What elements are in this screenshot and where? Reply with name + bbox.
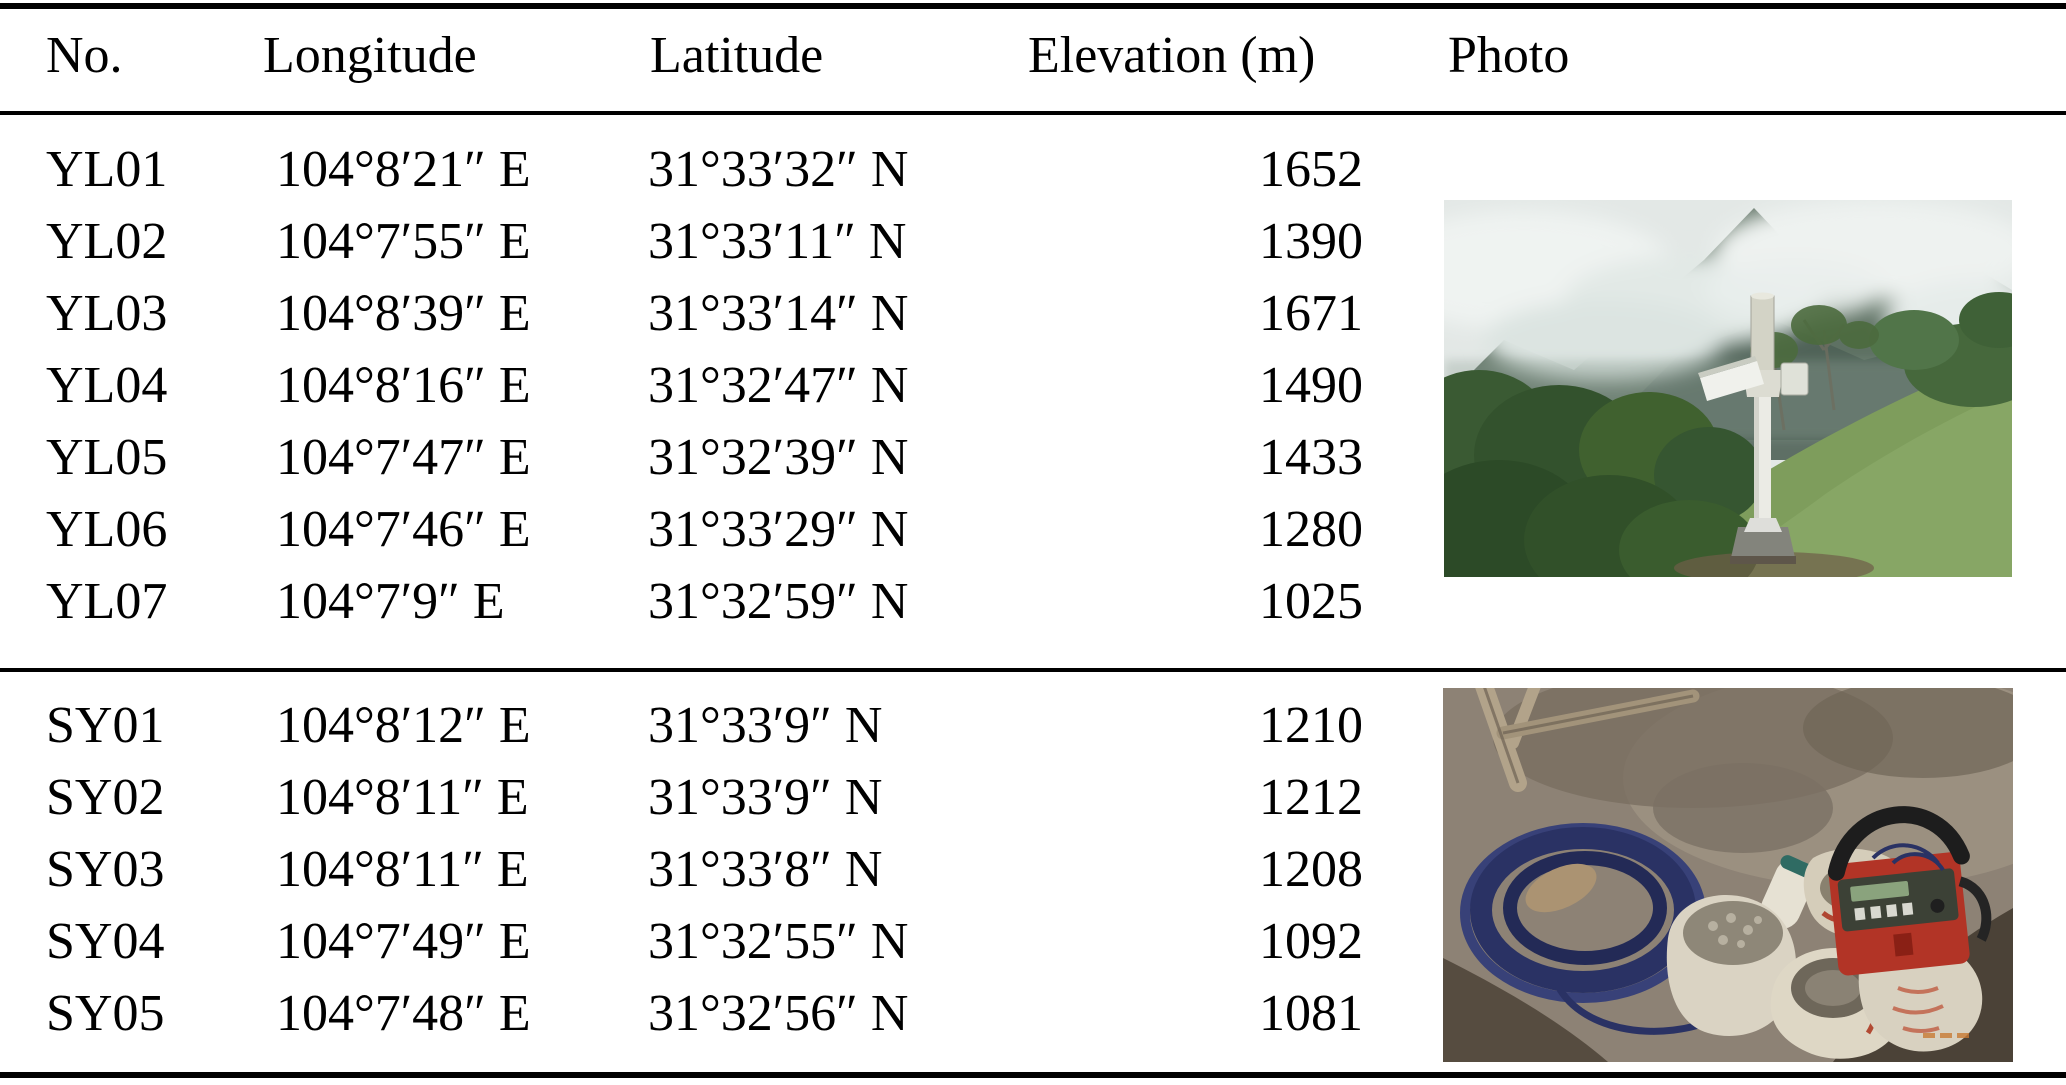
station-id: YL07 (46, 573, 168, 630)
station-id: SY05 (46, 985, 165, 1042)
station-latitude: 31°33′29″ N (648, 501, 909, 558)
station-latitude: 31°33′14″ N (648, 285, 909, 342)
station-longitude: 104°8′21″ E (276, 141, 531, 198)
station-elevation: 1671 (1259, 285, 1363, 342)
station-elevation: 1433 (1259, 429, 1363, 486)
station-latitude: 31°32′59″ N (648, 573, 909, 630)
table-row: YL05 104°7′47″ E 31°32′39″ N 1433 (0, 422, 2066, 494)
station-longitude: 104°8′11″ E (276, 841, 529, 898)
table-row: SY02 104°8′11″ E 31°33′9″ N 1212 (0, 762, 2066, 834)
table-row: SY04 104°7′49″ E 31°32′55″ N 1092 (0, 906, 2066, 978)
station-latitude: 31°32′55″ N (648, 913, 909, 970)
station-latitude: 31°33′32″ N (648, 141, 909, 198)
station-longitude: 104°7′48″ E (276, 985, 531, 1042)
station-longitude: 104°8′16″ E (276, 357, 531, 414)
monitoring-station-photo (1444, 200, 2012, 577)
field-equipment-photo (1443, 688, 2013, 1062)
station-id: SY04 (46, 913, 165, 970)
station-latitude: 31°32′47″ N (648, 357, 909, 414)
station-elevation: 1212 (1259, 769, 1363, 826)
station-id: SY01 (46, 697, 165, 754)
station-id: YL06 (46, 501, 168, 558)
station-elevation: 1490 (1259, 357, 1363, 414)
station-id: YL05 (46, 429, 168, 486)
station-latitude: 31°32′56″ N (648, 985, 909, 1042)
station-latitude: 31°33′11″ N (648, 213, 907, 270)
station-longitude: 104°8′39″ E (276, 285, 531, 342)
station-latitude: 31°33′8″ N (648, 841, 883, 898)
station-longitude: 104°7′49″ E (276, 913, 531, 970)
field-equipment-photo-art (1443, 688, 2013, 1062)
station-elevation: 1280 (1259, 501, 1363, 558)
station-id: YL03 (46, 285, 168, 342)
group-separator-rule (0, 668, 2066, 672)
station-longitude: 104°7′47″ E (276, 429, 531, 486)
station-latitude: 31°33′9″ N (648, 697, 883, 754)
table-bottom-rule (0, 1072, 2066, 1078)
station-latitude: 31°32′39″ N (648, 429, 909, 486)
station-longitude: 104°8′12″ E (276, 697, 531, 754)
station-elevation: 1092 (1259, 913, 1363, 970)
station-elevation: 1208 (1259, 841, 1363, 898)
station-id: YL02 (46, 213, 168, 270)
table-row: YL01 104°8′21″ E 31°33′32″ N 1652 (0, 134, 2066, 206)
station-id: YL01 (46, 141, 168, 198)
station-longitude: 104°8′11″ E (276, 769, 529, 826)
table-row: SY01 104°8′12″ E 31°33′9″ N 1210 (0, 690, 2066, 762)
station-id: SY02 (46, 769, 165, 826)
table-row: YL04 104°8′16″ E 31°32′47″ N 1490 (0, 350, 2066, 422)
header-no: No. (46, 27, 123, 84)
table-row: YL02 104°7′55″ E 31°33′11″ N 1390 (0, 206, 2066, 278)
station-longitude: 104°7′9″ E (276, 573, 505, 630)
table-row: YL03 104°8′39″ E 31°33′14″ N 1671 (0, 278, 2066, 350)
station-id: SY03 (46, 841, 165, 898)
table-row: YL07 104°7′9″ E 31°32′59″ N 1025 (0, 566, 2066, 638)
monitoring-station-photo-art (1444, 200, 2012, 577)
table-row: SY05 104°7′48″ E 31°32′56″ N 1081 (0, 978, 2066, 1050)
table-row: SY03 104°8′11″ E 31°33′8″ N 1208 (0, 834, 2066, 906)
header-longitude: Longitude (263, 27, 477, 84)
header-separator-rule (0, 111, 2066, 115)
station-elevation: 1652 (1259, 141, 1363, 198)
station-elevation: 1025 (1259, 573, 1363, 630)
header-latitude: Latitude (650, 27, 824, 84)
header-photo: Photo (1448, 27, 1570, 84)
station-longitude: 104°7′55″ E (276, 213, 531, 270)
header-elevation: Elevation (m) (1028, 27, 1316, 84)
station-id: YL04 (46, 357, 168, 414)
station-elevation: 1390 (1259, 213, 1363, 270)
table-top-rule (0, 3, 2066, 9)
station-latitude: 31°33′9″ N (648, 769, 883, 826)
station-longitude: 104°7′46″ E (276, 501, 531, 558)
station-elevation: 1081 (1259, 985, 1363, 1042)
table-row: YL06 104°7′46″ E 31°33′29″ N 1280 (0, 494, 2066, 566)
station-elevation: 1210 (1259, 697, 1363, 754)
